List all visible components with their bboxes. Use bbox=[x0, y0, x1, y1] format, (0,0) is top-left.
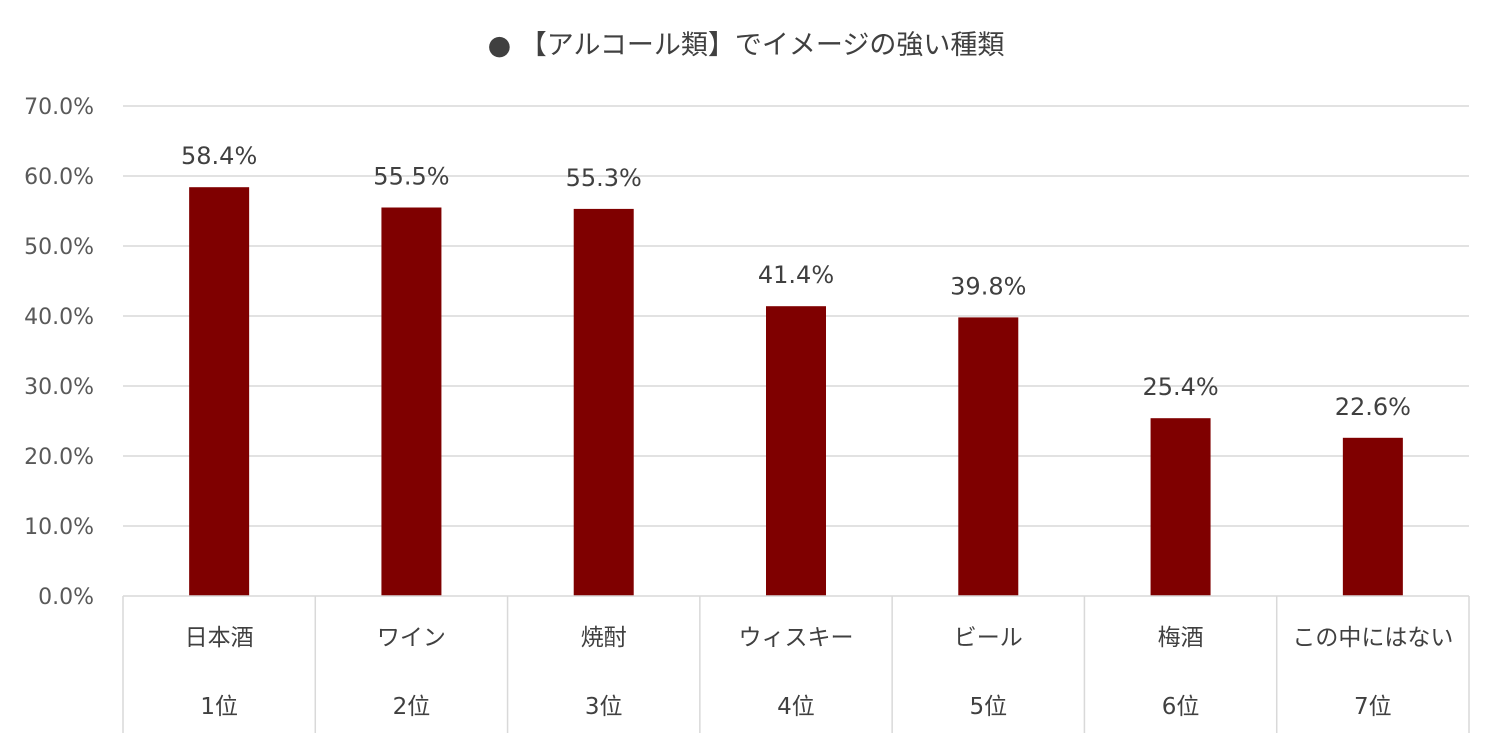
data-labels: 58.4% 55.5% 55.3% 41.4% 39.8% 25.4% 22.6% bbox=[181, 142, 1411, 421]
y-tick-label: 10.0% bbox=[24, 515, 94, 540]
rank-label: 5位 bbox=[969, 694, 1007, 720]
data-label: 58.4% bbox=[181, 142, 257, 170]
bar bbox=[1342, 437, 1403, 596]
bars bbox=[189, 187, 1403, 596]
category-axis: 日本酒 1位 ワイン 2位 焼酎 3位 ウィスキー 4位 ビール 5位 梅酒 6位 この中にはない 7位 bbox=[122, 595, 1470, 733]
rank-label: 4位 bbox=[777, 694, 815, 720]
y-tick-label: 60.0% bbox=[24, 165, 94, 190]
bar bbox=[189, 187, 250, 596]
bar bbox=[766, 306, 826, 596]
bar bbox=[1150, 418, 1211, 596]
data-label: 22.6% bbox=[1335, 393, 1411, 421]
y-tick-label: 0.0% bbox=[38, 585, 94, 610]
y-axis-tick-labels: 0.0% 10.0% 20.0% 30.0% 40.0% 50.0% 60.0% 70.0% bbox=[24, 95, 94, 610]
y-tick-label: 70.0% bbox=[24, 95, 94, 120]
category-label: ワイン bbox=[377, 625, 446, 651]
category-label: 日本酒 bbox=[185, 625, 254, 651]
rank-label: 6位 bbox=[1162, 694, 1200, 720]
y-tick-label: 50.0% bbox=[24, 235, 94, 260]
category-label: 焼酎 bbox=[581, 625, 627, 651]
data-label: 55.5% bbox=[373, 163, 449, 191]
data-label: 25.4% bbox=[1142, 373, 1218, 401]
data-label: 41.4% bbox=[758, 261, 834, 289]
y-tick-label: 30.0% bbox=[24, 375, 94, 400]
bar bbox=[958, 317, 1019, 596]
y-tick-label: 20.0% bbox=[24, 445, 94, 470]
rank-label: 1位 bbox=[200, 694, 238, 720]
rank-label: 7位 bbox=[1354, 694, 1392, 720]
chart-title: ● 【アルコール類】でイメージの強い種類 bbox=[488, 30, 1005, 61]
rank-label: 2位 bbox=[393, 694, 431, 720]
data-label: 55.3% bbox=[566, 164, 642, 192]
bar bbox=[573, 208, 634, 596]
rank-label: 3位 bbox=[585, 694, 623, 720]
data-label: 39.8% bbox=[950, 272, 1026, 300]
category-label: ウィスキー bbox=[739, 625, 854, 651]
category-label: 梅酒 bbox=[1158, 625, 1204, 651]
y-tick-label: 40.0% bbox=[24, 305, 94, 330]
bar bbox=[381, 207, 442, 596]
category-label: ビール bbox=[954, 625, 1023, 651]
category-label: この中にはない bbox=[1292, 625, 1453, 651]
